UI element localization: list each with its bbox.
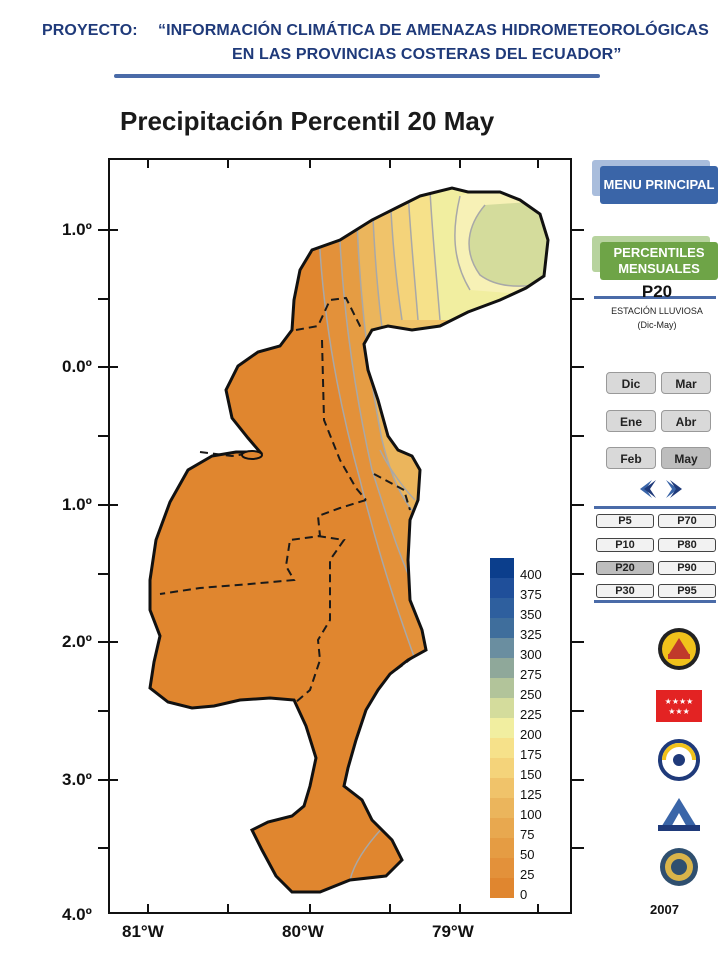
island	[241, 450, 263, 460]
legend-label: 350	[520, 607, 542, 622]
legend-label: 50	[520, 847, 535, 862]
legend-swatch	[490, 618, 514, 638]
legend-label: 325	[520, 627, 542, 642]
lat-label: 4.0º	[62, 905, 92, 924]
sngr-shield-logo-icon	[658, 628, 700, 670]
legend-swatch	[490, 698, 514, 718]
panel-separator-mid	[594, 506, 716, 509]
lon-label: 81°W	[122, 922, 164, 941]
legend-swatch	[490, 598, 514, 618]
legend-swatch	[490, 638, 514, 658]
legend-label: 150	[520, 767, 542, 782]
legend-label: 75	[520, 827, 535, 842]
legend-label: 175	[520, 747, 542, 762]
legend-label: 250	[520, 687, 542, 702]
header-divider	[114, 74, 600, 78]
legend-swatch	[490, 678, 514, 698]
inamhi-logo-icon	[658, 798, 700, 831]
panel-separator-top	[594, 296, 716, 299]
lon-label: 80°W	[282, 922, 324, 941]
legend-label: 25	[520, 867, 535, 882]
prev-arrow-icon[interactable]	[640, 480, 656, 498]
percentile-button-p70[interactable]: P70	[658, 514, 716, 528]
next-arrow-icon[interactable]	[666, 480, 682, 498]
month-button-may[interactable]: May	[661, 447, 711, 469]
month-button-mar[interactable]: Mar	[661, 372, 711, 394]
legend-swatch	[490, 578, 514, 598]
month-button-dic[interactable]: Dic	[606, 372, 656, 394]
map-frame	[108, 158, 572, 914]
navy-seal-logo-icon	[660, 848, 698, 886]
legend-swatch	[490, 878, 514, 898]
percentile-button-p80[interactable]: P80	[658, 538, 716, 552]
legend-swatch	[490, 758, 514, 778]
coastline	[148, 186, 550, 894]
legend-swatch	[490, 718, 514, 738]
project-title-line1: “INFORMACIÓN CLIMÁTICA DE AMENAZAS HIDRO…	[158, 22, 709, 39]
percentile-button-p5[interactable]: P5	[596, 514, 654, 528]
legend-label: 100	[520, 807, 542, 822]
month-button-ene[interactable]: Ene	[606, 410, 656, 432]
legend-swatch	[490, 798, 514, 818]
svg-text:★★★★: ★★★★	[665, 697, 694, 706]
season-label: ESTACIÓN LLUVIOSA	[611, 306, 703, 316]
legend-label: 125	[520, 787, 542, 802]
percentile-button-p30[interactable]: P30	[596, 584, 654, 598]
legend-label: 400	[520, 567, 542, 582]
legend-swatch	[490, 658, 514, 678]
percentile-button-p20[interactable]: P20	[596, 561, 654, 575]
lat-label: 3.0º	[62, 770, 92, 789]
legend-swatch	[490, 558, 514, 578]
month-button-feb[interactable]: Feb	[606, 447, 656, 469]
legend-swatch	[490, 778, 514, 798]
color-legend: 400 375 350 325 300 275 250 225 200 175 150 125 100 7…	[490, 558, 560, 902]
percentile-button-p10[interactable]: P10	[596, 538, 654, 552]
lat-label: 1.0º	[62, 220, 92, 239]
lat-label: 2.0º	[62, 632, 92, 651]
percentiles-menu-button[interactable]: PERCENTILES MENSUALES	[600, 242, 718, 280]
lon-label: 79°W	[432, 922, 474, 941]
red-flag-stars-logo-icon: ★★★★ ★★★	[656, 690, 702, 722]
percentile-title: P20	[641, 282, 673, 301]
legend-label: 225	[520, 707, 542, 722]
svg-text:★★★: ★★★	[668, 707, 690, 716]
lat-label: 1.0º	[62, 495, 92, 514]
legend-swatch	[490, 858, 514, 878]
percentile-button-p90[interactable]: P90	[658, 561, 716, 575]
legend-label: 200	[520, 727, 542, 742]
percentile-button-p95[interactable]: P95	[658, 584, 716, 598]
prev-next-arrows	[640, 480, 682, 498]
panel-separator-bottom	[594, 600, 716, 603]
season-range: (Dic-May)	[637, 320, 677, 330]
main-menu-button[interactable]: MENU PRINCIPAL	[600, 166, 718, 204]
project-label: PROYECTO:	[42, 22, 138, 39]
frame-ticks	[98, 158, 584, 914]
legend-label: 275	[520, 667, 542, 682]
map-title: Precipitación Percentil 20 May	[120, 106, 495, 136]
legend-swatch	[490, 818, 514, 838]
legend-label: 0	[520, 887, 528, 902]
legend-label: 300	[520, 647, 542, 662]
lat-label: 0.0º	[62, 357, 92, 376]
circular-agency-logo-icon	[658, 739, 700, 781]
legend-swatch	[490, 838, 514, 858]
project-title-line2: EN LAS PROVINCIAS COSTERAS DEL ECUADOR”	[232, 46, 622, 63]
year-label: 2007	[650, 902, 679, 917]
legend-label: 375	[520, 587, 542, 602]
month-button-abr[interactable]: Abr	[661, 410, 711, 432]
legend-swatch	[490, 738, 514, 758]
